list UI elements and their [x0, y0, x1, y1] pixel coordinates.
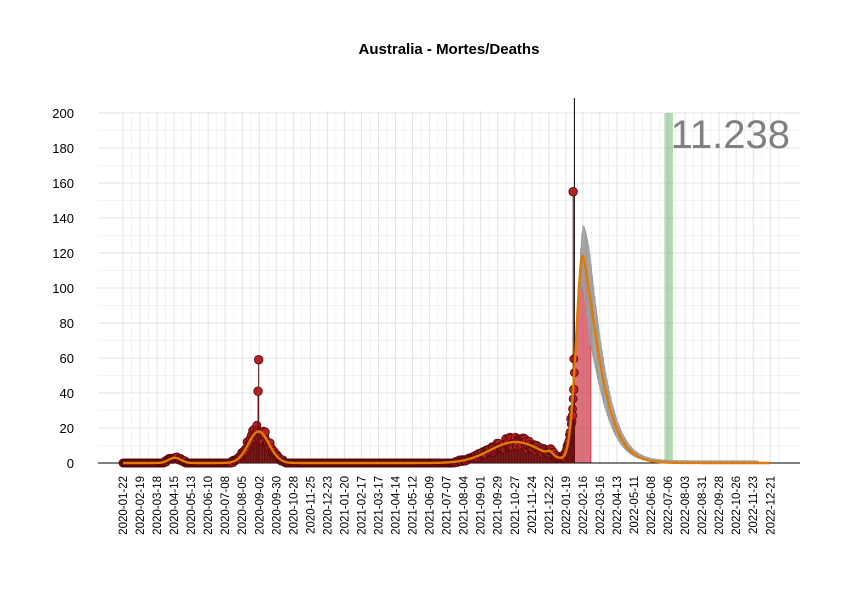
y-tick-label: 40: [60, 386, 74, 401]
tick-labels: 0 20 40 60 80 100 120 140 160 180 200 2020-01-22 202…: [52, 106, 777, 535]
grid: [98, 111, 800, 464]
x-tick-label: 2021-05-12: [408, 476, 420, 535]
x-tick-label: 2022-04-13: [612, 476, 624, 535]
x-tick-label: 2022-05-11: [629, 476, 641, 534]
y-tick-label: 140: [52, 211, 74, 226]
x-tick-label: 2021-11-24: [527, 475, 539, 534]
y-tick-label: 120: [52, 246, 74, 261]
x-tick-label: 2021-10-27: [510, 476, 522, 535]
x-tick-label: 2020-01-22: [118, 476, 130, 535]
x-tick-label: 2020-08-05: [237, 476, 249, 535]
x-tick-label: 2021-09-01: [476, 476, 488, 535]
x-tick-label: 2022-10-26: [731, 476, 743, 535]
x-tick-label: 2022-06-08: [646, 476, 658, 535]
daily-deaths-points: [118, 187, 579, 468]
x-tick-label: 2021-08-04: [459, 475, 471, 534]
x-tick-label: 2020-03-18: [152, 476, 164, 535]
y-tick-label: 180: [52, 141, 74, 156]
x-tick-label: 2022-01-19: [561, 476, 573, 535]
x-tick-label: 2021-03-17: [373, 476, 385, 535]
forecast-interval: [568, 225, 759, 463]
x-tick-label: 2020-10-28: [288, 476, 300, 535]
y-tick-label: 20: [60, 421, 74, 436]
x-tick-label: 2020-07-08: [220, 476, 232, 535]
x-tick-label: 2020-09-02: [254, 476, 266, 535]
x-tick-label: 2022-02-16: [578, 476, 590, 535]
x-tick-label: 2022-03-16: [595, 476, 607, 535]
spike-point: [253, 355, 264, 365]
y-tick-label: 60: [60, 351, 74, 366]
x-tick-label: 2021-02-17: [356, 476, 368, 535]
y-tick-label: 200: [52, 106, 74, 121]
x-tick-label: 2021-04-14: [391, 475, 403, 534]
y-tick-label: 100: [52, 281, 74, 296]
x-tick-label: 2020-11-25: [305, 476, 317, 534]
x-tick-label: 2022-11-23: [748, 476, 760, 534]
smoothed-trend-line: [123, 253, 771, 465]
peak-window-band: [664, 113, 673, 463]
chart-title: Australia - Mortes/Deaths: [359, 41, 540, 58]
y-tick-label: 80: [60, 316, 74, 331]
x-tick-label: 2022-08-03: [680, 476, 692, 535]
x-tick-label: 2021-07-07: [442, 476, 454, 535]
x-tick-label: 2020-12-23: [322, 476, 334, 535]
x-tick-label: 2020-04-15: [169, 476, 181, 535]
x-tick-label: 2022-08-31: [697, 476, 709, 535]
x-tick-label: 2021-09-29: [493, 476, 505, 535]
x-tick-label: 2020-09-30: [271, 476, 283, 535]
series: [118, 187, 771, 468]
y-tick-label: 0: [67, 456, 74, 471]
x-tick-label: 2022-09-28: [714, 476, 726, 535]
x-tick-label: 2022-07-06: [663, 476, 675, 535]
x-tick-label: 2021-06-09: [425, 476, 437, 535]
x-tick-label: 2020-02-19: [135, 476, 147, 535]
annotation-total: 11.238: [671, 113, 790, 157]
y-tick-label: 160: [52, 176, 74, 191]
x-tick-label: 2020-06-10: [203, 476, 215, 535]
x-tick-label: 2022-12-21: [765, 476, 777, 535]
x-tick-label: 2021-12-22: [544, 476, 556, 535]
x-tick-label: 2020-05-13: [186, 476, 198, 535]
spike-point: [568, 187, 578, 197]
x-tick-label: 2021-01-20: [339, 476, 351, 535]
spike-point: [253, 386, 263, 396]
